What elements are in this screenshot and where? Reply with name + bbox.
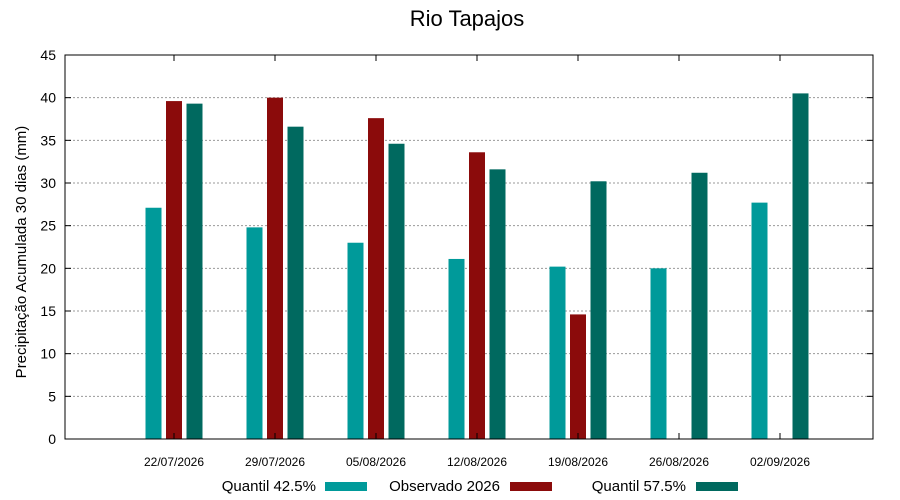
legend-label: Observado 2026 <box>389 478 500 495</box>
bar-quantil-42-5 <box>549 266 566 439</box>
bars <box>145 93 809 440</box>
y-tick-label: 45 <box>40 47 56 63</box>
x-tick-label: 19/08/2026 <box>548 455 608 469</box>
legend-label: Quantil 42.5% <box>222 478 316 495</box>
legend-swatch <box>696 482 738 491</box>
y-tick-label: 5 <box>48 388 56 404</box>
y-tick-label: 10 <box>40 346 56 362</box>
bar-quantil-42-5 <box>145 207 162 439</box>
bar-observado-2026 <box>368 118 384 439</box>
y-tick-label: 25 <box>40 218 56 234</box>
bar-quantil-42-5 <box>448 258 465 439</box>
plot-frame <box>64 54 874 440</box>
bar-quantil-57-5 <box>792 93 809 440</box>
legend-swatch <box>510 482 552 491</box>
y-axis-label: Precipitação Acumulada 30 dias (mm) <box>13 126 30 379</box>
bar-observado-2026 <box>570 314 586 439</box>
bar-quantil-57-5 <box>691 172 708 439</box>
y-tick-label: 15 <box>40 303 56 319</box>
x-tick-label: 12/08/2026 <box>447 455 507 469</box>
bar-quantil-57-5 <box>489 169 506 439</box>
bar-quantil-57-5 <box>287 126 304 440</box>
bar-quantil-57-5 <box>186 103 203 439</box>
bar-observado-2026 <box>469 152 485 439</box>
bar-quantil-42-5 <box>650 268 667 439</box>
bar-observado-2026 <box>166 101 182 439</box>
x-axis-ticks: 22/07/2026 29/07/2026 05/08/2026 12/08/2026… <box>144 55 810 469</box>
y-tick-label: 30 <box>40 175 56 191</box>
bar-quantil-57-5 <box>590 181 607 439</box>
bar-observado-2026 <box>267 97 283 440</box>
bar-quantil-42-5 <box>751 202 768 439</box>
chart-title: Rio Tapajos <box>410 6 525 31</box>
legend-swatch <box>325 482 367 491</box>
y-axis-ticks: 0 5 10 15 20 25 30 35 40 45 <box>40 47 873 447</box>
x-tick-label: 29/07/2026 <box>245 455 305 469</box>
y-tick-label: 40 <box>40 90 56 106</box>
bar-quantil-42-5 <box>347 242 364 439</box>
y-tick-label: 0 <box>48 431 56 447</box>
x-tick-label: 05/08/2026 <box>346 455 406 469</box>
x-tick-label: 02/09/2026 <box>750 455 810 469</box>
x-tick-label: 26/08/2026 <box>649 455 709 469</box>
legend: Quantil 42.5% Observado 2026 Quantil 57.5% <box>222 478 738 495</box>
x-tick-label: 22/07/2026 <box>144 455 204 469</box>
y-tick-label: 20 <box>40 260 56 276</box>
y-tick-label: 35 <box>40 132 56 148</box>
bar-quantil-42-5 <box>246 227 263 439</box>
legend-label: Quantil 57.5% <box>592 478 686 495</box>
bar-quantil-57-5 <box>388 143 405 439</box>
